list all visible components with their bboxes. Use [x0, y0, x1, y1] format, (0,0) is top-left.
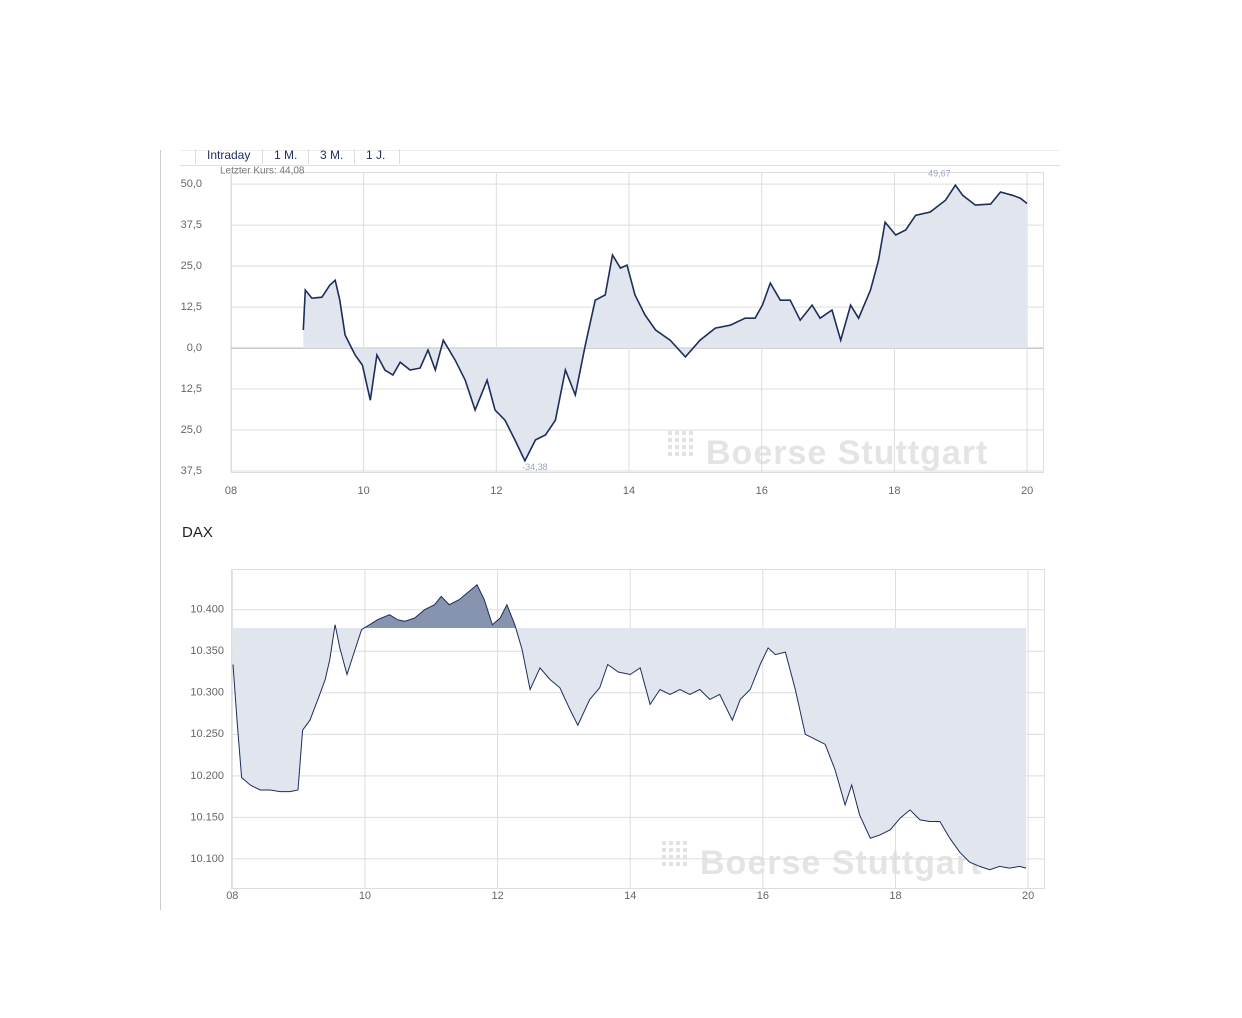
- watermark-dot: [668, 431, 672, 435]
- watermark-dot: [683, 855, 687, 859]
- watermark-dot: [676, 848, 680, 852]
- area-below: [233, 627, 1027, 870]
- watermark-dot: [689, 452, 693, 456]
- watermark-dot: [683, 841, 687, 845]
- x-tick-label: 16: [756, 485, 768, 497]
- watermark-dot: [676, 862, 680, 866]
- y-tick-label: 10.100: [190, 853, 224, 865]
- watermark: Boerse Stuttgart: [700, 844, 982, 882]
- watermark-dot: [675, 452, 679, 456]
- x-tick-label: 18: [889, 890, 901, 902]
- watermark-dot: [689, 445, 693, 449]
- x-tick-label: 08: [226, 890, 238, 902]
- y-tick-label: 10.350: [190, 645, 224, 657]
- y-tick-label: 12,5: [181, 383, 202, 395]
- y-tick-label: 0,0: [187, 342, 202, 354]
- y-tick-label: 12,5: [181, 301, 202, 313]
- y-tick-label: 10.300: [190, 687, 224, 699]
- watermark-dot: [682, 438, 686, 442]
- watermark-dot: [662, 841, 666, 845]
- chart-title: DAX: [182, 524, 213, 541]
- watermark-dot: [682, 452, 686, 456]
- watermark-dot: [662, 862, 666, 866]
- watermark-dot: [669, 855, 673, 859]
- watermark-dot: [683, 862, 687, 866]
- watermark-dot: [675, 431, 679, 435]
- watermark-dot: [683, 848, 687, 852]
- y-tick-label: 10.400: [190, 604, 224, 616]
- tab[interactable]: 3 M.: [320, 148, 343, 162]
- watermark-dot: [669, 841, 673, 845]
- tab[interactable]: 1 M.: [274, 148, 297, 162]
- x-tick-label: 16: [757, 890, 769, 902]
- y-tick-label: 25,0: [181, 424, 202, 436]
- watermark-dot: [669, 848, 673, 852]
- x-tick-label: 14: [623, 485, 635, 497]
- x-tick-label: 20: [1022, 890, 1034, 902]
- watermark: Boerse Stuttgart: [706, 434, 988, 472]
- y-tick-label: 25,0: [181, 260, 202, 272]
- x-tick-label: 08: [225, 485, 237, 497]
- max-label: 49,67: [928, 169, 951, 179]
- y-tick-label: 10.250: [190, 728, 224, 740]
- watermark-dot: [662, 855, 666, 859]
- x-tick-label: 14: [624, 890, 636, 902]
- y-tick-label: 37,5: [181, 219, 202, 231]
- y-tick-label: 10.150: [190, 811, 224, 823]
- tab[interactable]: Intraday: [207, 148, 250, 162]
- watermark-dot: [689, 431, 693, 435]
- area-above: [334, 584, 516, 628]
- watermark-dot: [668, 452, 672, 456]
- area-below: [303, 348, 1028, 461]
- price-line: [232, 584, 1027, 871]
- plot-frame: [231, 569, 1045, 889]
- y-tick-label: 37,5: [181, 465, 202, 477]
- x-tick-label: 12: [490, 485, 502, 497]
- watermark-dot: [675, 438, 679, 442]
- x-tick-label: 10: [359, 890, 371, 902]
- watermark-dot: [676, 855, 680, 859]
- watermark-dot: [668, 438, 672, 442]
- watermark-dot: [689, 438, 693, 442]
- x-tick-label: 12: [491, 890, 503, 902]
- min-label: -34,38: [522, 462, 548, 472]
- x-tick-label: 20: [1021, 485, 1033, 497]
- x-tick-label: 10: [358, 485, 370, 497]
- watermark-dot: [676, 841, 680, 845]
- y-tick-label: 10.200: [190, 770, 224, 782]
- x-tick-label: 18: [888, 485, 900, 497]
- tab[interactable]: 1 J.: [366, 148, 385, 162]
- watermark-dot: [668, 445, 672, 449]
- last-price-label: Letzter Kurs: 44,08: [220, 166, 305, 177]
- watermark-dot: [682, 431, 686, 435]
- y-tick-label: 50,0: [181, 178, 202, 190]
- watermark-dot: [669, 862, 673, 866]
- watermark-dot: [675, 445, 679, 449]
- watermark-dot: [662, 848, 666, 852]
- price-line: [302, 183, 1028, 463]
- watermark-dot: [682, 445, 686, 449]
- area-above: [303, 185, 1028, 349]
